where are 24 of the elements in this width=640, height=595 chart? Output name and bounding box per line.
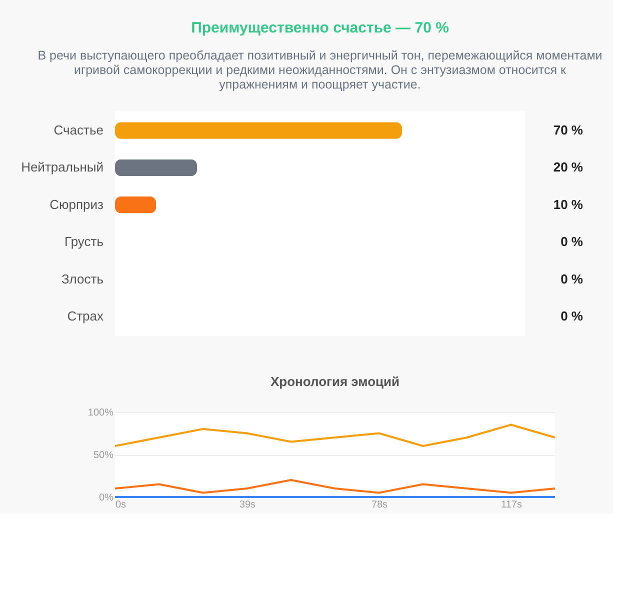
x-tick-label: 39s bbox=[239, 500, 256, 510]
x-tick-label: 78s bbox=[371, 500, 388, 510]
y-tick-label: Грусть bbox=[64, 234, 104, 250]
line-series bbox=[114, 424, 556, 447]
y-tick-label: Нейтральный bbox=[21, 160, 104, 175]
x-tick-label: 0s bbox=[116, 500, 126, 510]
y-tick-label: Счастье bbox=[54, 122, 104, 138]
chart-title: Преимущественно счастье — 70 % bbox=[191, 20, 449, 36]
data-label: 0 % bbox=[560, 308, 584, 324]
chart-subtitle: В речи выступающего преобладает позитивный и энергичный тон, перемежающийся моментами игривой самокоррекции и редкими неожиданностями. Он с энтузиазмом относится к упражнениям и поощряет участие. bbox=[38, 48, 602, 92]
data-label: 70 % bbox=[553, 122, 584, 138]
y-tick-label: Страх bbox=[67, 308, 104, 324]
y-tick-label: Сюрприз bbox=[50, 196, 104, 212]
y-tick-label: 0% bbox=[99, 492, 114, 504]
data-label: 20 % bbox=[553, 160, 584, 175]
y-tick-label: 100% bbox=[88, 408, 114, 418]
data-label: 0 % bbox=[560, 234, 584, 250]
y-tick-label: 50% bbox=[93, 450, 114, 461]
data-label: 0 % bbox=[560, 271, 584, 286]
chart-title: Хронология эмоций bbox=[270, 374, 400, 389]
data-label: 10 % bbox=[553, 196, 584, 212]
x-tick-label: 117s bbox=[501, 500, 522, 510]
line-series bbox=[114, 479, 556, 494]
y-tick-label: Злость bbox=[61, 271, 104, 286]
